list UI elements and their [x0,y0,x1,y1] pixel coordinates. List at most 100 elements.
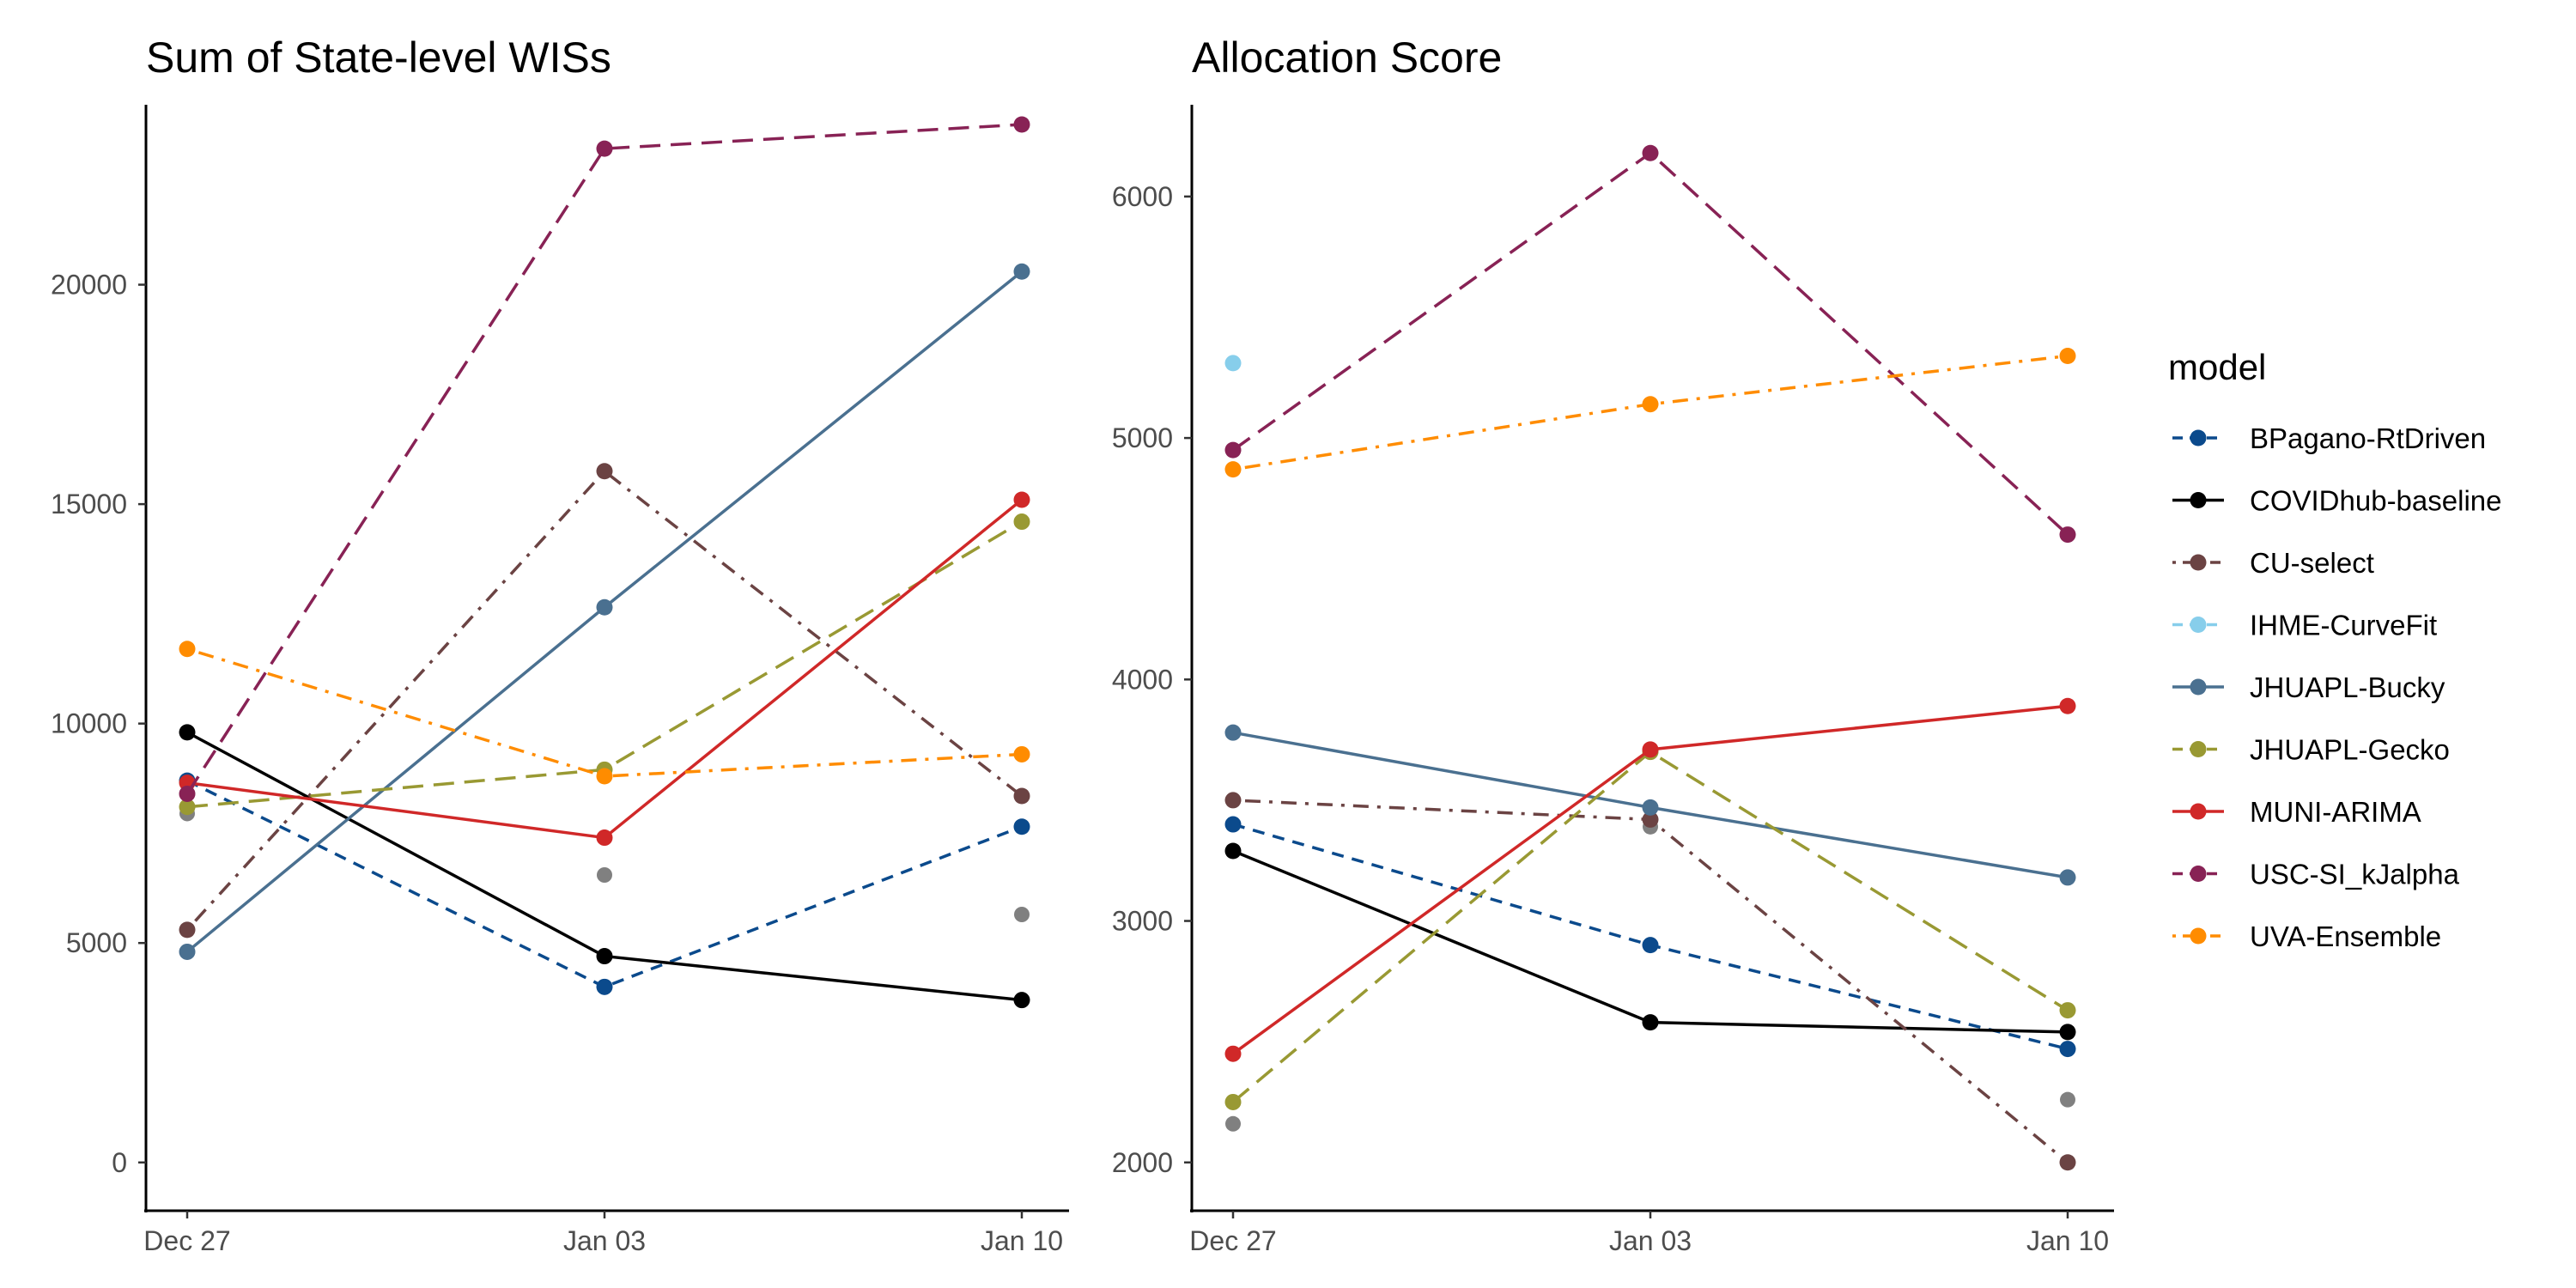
data-point [2059,1041,2076,1058]
series-bpagano-rtdriven [1224,816,2076,1058]
data-point [596,768,613,785]
series-jhuapl-gecko [1224,744,2076,1110]
y-tick-label: 0 [112,1147,127,1178]
data-point [1224,724,1242,741]
series-jhuapl-bucky [179,263,1030,960]
legend-label: MUNI-ARIMA [2250,796,2421,828]
data-point [1013,992,1030,1009]
y-tick-label: 6000 [1112,181,1173,212]
legend-marker [2190,554,2207,571]
series-line [186,498,1024,840]
data-point [2059,869,2076,886]
chart-panel-1: Sum of State-level WISs 0 5000 10000 15000 20… [51,33,1069,1256]
series-line [1232,354,2069,471]
data-point [1642,144,1659,161]
data-point [1224,792,1242,809]
series-line [1232,799,2069,1164]
legend-marker [2190,492,2207,508]
legend-label: BPagano-RtDriven [2250,422,2486,454]
data-point [1013,745,1030,762]
legend-marker [2190,429,2207,447]
series-line [185,123,1023,795]
x-tick-label: Dec 27 [1189,1225,1276,1256]
legend-marker [2190,678,2207,696]
data-point [2059,1002,2076,1019]
data-point [1224,461,1242,478]
data-point [2059,347,2076,364]
legend-item-usc-si-kjalpha: USC-SI_kJalpha [2172,859,2460,890]
series-covidhub-baseline [179,724,1030,1009]
data-point [1013,116,1030,133]
legend-item-covidhub-baseline: COVIDhub-baseline [2172,485,2502,517]
data-point [179,724,196,741]
data-point [1013,263,1030,280]
data-point [596,140,613,157]
data-point [1013,513,1030,531]
legend-item-uva-ensemble: UVA-Ensemble [2172,920,2441,952]
x-tick-label: Jan 10 [981,1225,1063,1256]
series-covidhub-baseline [1224,842,2076,1041]
series-jhuapl-bucky [1224,724,2076,886]
data-point [179,943,196,960]
extra-point [1014,907,1030,922]
x-tick-label: Dec 27 [143,1225,230,1256]
chart-panel-2: Allocation Score 2000 3000 4000 5000 6000 Dec … [1112,33,2114,1256]
series-uva-ensemble [1224,347,2076,478]
data-point [1013,491,1030,508]
extra-point [597,867,612,883]
series-ihme-curvefit [1224,355,1242,372]
legend-label: USC-SI_kJalpha [2250,859,2460,890]
legend-label: IHME-CurveFit [2250,610,2437,641]
legend-label: JHUAPL-Gecko [2250,734,2450,766]
series-line [185,470,1024,932]
x-tick-label: Jan 03 [1609,1225,1692,1256]
data-point [1224,1045,1242,1062]
data-point [1224,1093,1242,1110]
series-uva-ensemble [179,641,1030,785]
legend-item-bpagano-rtdriven: BPagano-RtDriven [2172,422,2486,454]
extra-point [2060,1091,2075,1108]
y-tick-label: 4000 [1112,664,1173,695]
y-tick-label: 5000 [1112,422,1173,453]
data-point [179,785,196,802]
data-point [2059,697,2076,714]
data-point [1642,396,1659,413]
x-tick-label: Jan 10 [2026,1225,2109,1256]
legend-item-jhuapl-bucky: JHUAPL-Bucky [2172,671,2445,703]
y-tick-label: 3000 [1112,906,1173,937]
y-tick-label: 2000 [1112,1147,1173,1178]
data-point [1224,441,1242,459]
series-muni-arima [179,491,1030,847]
data-point [1642,799,1659,816]
legend-label: JHUAPL-Bucky [2250,671,2445,703]
data-point [1642,937,1659,954]
data-point [1642,741,1659,758]
y-tick-label: 5000 [66,927,127,958]
data-point [179,641,196,658]
series-usc-si-kjalpha [179,116,1030,802]
data-point [2059,1024,2076,1041]
series-muni-arima [1224,697,2076,1062]
data-point [179,799,196,816]
data-point [1224,816,1242,833]
data-point [596,463,613,480]
x-tick-label: Jan 03 [563,1225,646,1256]
series-cu-select [179,463,1030,939]
series-cu-select [1224,792,2076,1171]
data-point [1013,818,1030,835]
data-point [596,598,613,616]
chart-title: Sum of State-level WISs [146,33,611,82]
extra-point [1225,1115,1241,1132]
legend-marker [2190,803,2207,820]
legend-item-jhuapl-gecko: JHUAPL-Gecko [2172,734,2450,766]
legend-item-ihme-curvefit: IHME-CurveFit [2172,610,2437,641]
data-point [1224,842,1242,860]
legend-marker [2190,741,2207,757]
data-point [1224,355,1242,372]
data-point [179,921,196,939]
legend-marker [2190,927,2207,945]
series-usc-si-kjalpha [1224,144,2076,544]
legend-label: CU-select [2250,547,2374,579]
legend-label: UVA-Ensemble [2250,920,2441,952]
